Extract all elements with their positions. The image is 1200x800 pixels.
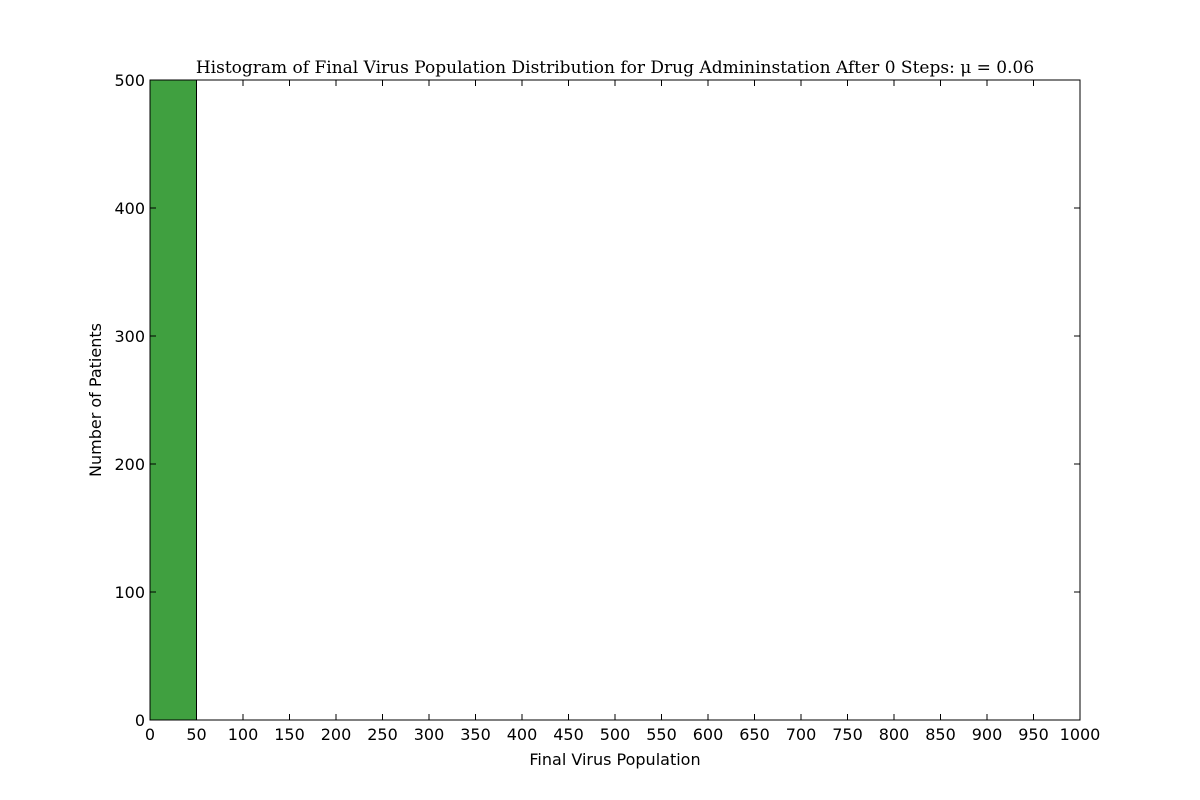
x-tick-label-14: 700 [786, 725, 817, 744]
x-tick-label-15: 750 [832, 725, 863, 744]
y-tick-label-0: 0 [135, 711, 145, 730]
x-tick-label-4: 200 [321, 725, 352, 744]
x-tick-label-0: 0 [145, 725, 155, 744]
x-tick-label-18: 900 [972, 725, 1003, 744]
x-tick-label-10: 500 [600, 725, 631, 744]
x-tick-label-8: 400 [507, 725, 538, 744]
x-tick-label-20: 1000 [1060, 725, 1101, 744]
x-tick-label-1: 50 [186, 725, 206, 744]
x-tick-label-12: 600 [693, 725, 724, 744]
bars-layer [149, 79, 197, 721]
histogram-bar-0 [149, 79, 197, 721]
x-tick-label-16: 800 [879, 725, 910, 744]
x-tick-label-6: 300 [414, 725, 445, 744]
chart-title: Histogram of Final Virus Population Dist… [196, 58, 1034, 78]
y-tick-label-2: 200 [114, 455, 145, 474]
y-tick-label-1: 100 [114, 583, 145, 602]
x-tick-label-13: 650 [739, 725, 770, 744]
y-tick-label-3: 300 [114, 327, 145, 346]
x-axis-ticks: 0 50 100 150 200 250 300 350 400 450 500 550 600 650 7… [145, 80, 1100, 744]
x-axis-label: Final Virus Population [529, 750, 700, 769]
y-axis-ticks: 0 100 200 300 400 500 [114, 71, 1080, 730]
plot-frame [149, 79, 1081, 721]
x-tick-label-2: 100 [228, 725, 259, 744]
x-tick-label-17: 850 [925, 725, 956, 744]
y-axis-label: Number of Patients [86, 323, 105, 477]
x-tick-label-19: 950 [1018, 725, 1049, 744]
x-tick-label-7: 350 [460, 725, 491, 744]
x-tick-label-9: 450 [553, 725, 584, 744]
y-tick-label-4: 400 [114, 199, 145, 218]
x-tick-label-3: 150 [274, 725, 305, 744]
x-tick-label-11: 550 [646, 725, 677, 744]
x-tick-label-5: 250 [367, 725, 398, 744]
y-tick-label-5: 500 [114, 71, 145, 90]
